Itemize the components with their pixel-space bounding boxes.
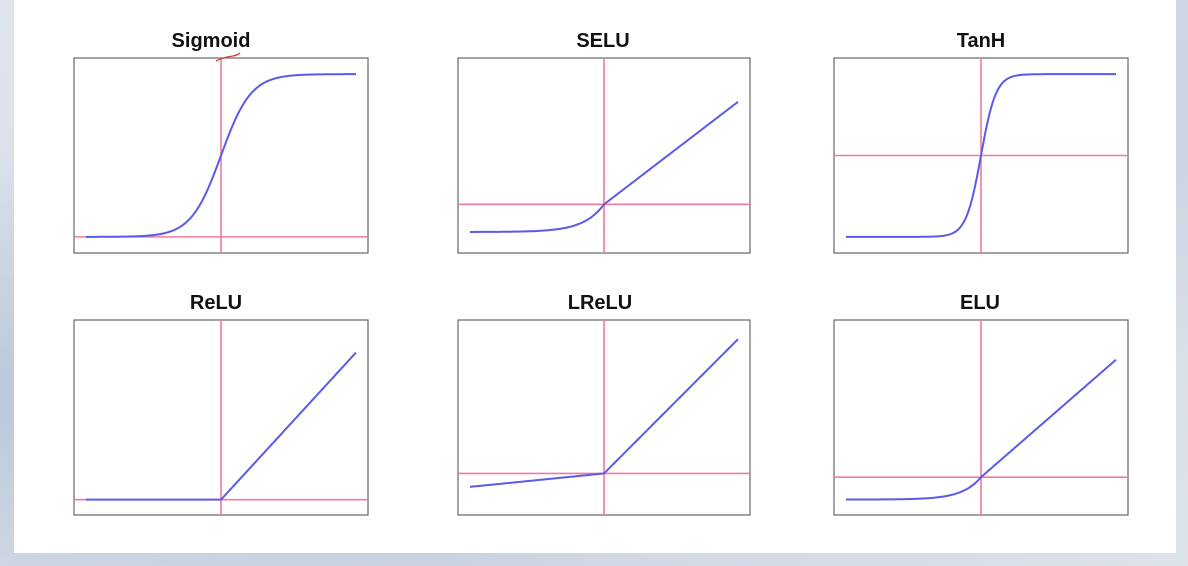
chart-title-elu: ELU: [960, 292, 1000, 314]
curve-tanh: [846, 73, 1116, 238]
curve-sigmoid: [86, 73, 356, 238]
chart-title-tanh: TanH: [957, 30, 1006, 52]
chart-tanh: TanH: [833, 30, 1129, 254]
curve-relu: [86, 351, 357, 501]
chart-sigmoid: Sigmoid: [73, 30, 369, 254]
chart-lrelu: LReLU: [457, 292, 751, 516]
chart-title-selu: SELU: [576, 30, 629, 52]
handwritten-mark: [215, 52, 241, 62]
chart-selu: SELU: [457, 30, 751, 254]
chart-relu: ReLU: [73, 292, 369, 516]
curve-lrelu: [469, 338, 739, 488]
chart-title-sigmoid: Sigmoid: [172, 30, 251, 52]
chart-title-lrelu: LReLU: [568, 292, 632, 314]
chart-title-relu: ReLU: [190, 292, 242, 314]
curve-selu: [470, 101, 739, 233]
chart-elu: ELU: [833, 292, 1129, 516]
curve-elu: [846, 358, 1117, 501]
